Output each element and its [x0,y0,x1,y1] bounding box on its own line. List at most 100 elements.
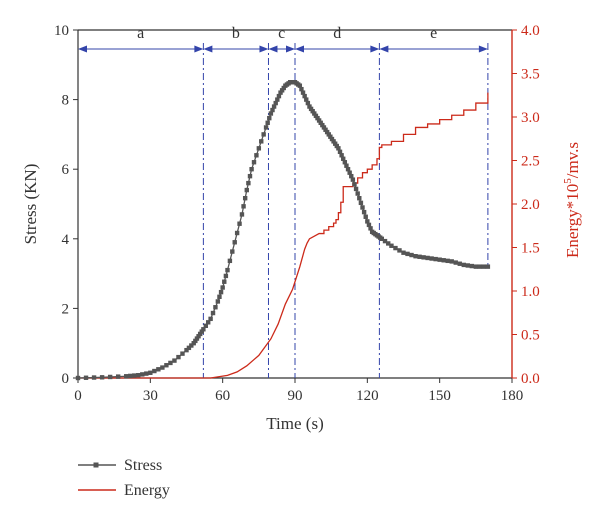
stress-marker [263,125,269,130]
stress-marker [329,136,335,142]
stress-marker [275,97,280,102]
stress-marker [300,90,306,95]
stress-marker [413,254,418,259]
stress-marker [265,120,270,125]
stress-marker [197,331,203,337]
stage-arrowhead-right [370,45,380,53]
stress-marker [299,86,304,92]
stress-marker [313,113,319,119]
stress-marker [302,93,307,99]
stress-marker [180,351,185,356]
stress-marker [191,341,196,346]
stress-marker [312,111,317,116]
y-right-tick-label: 1.0 [521,284,540,300]
stress-marker [310,109,315,114]
legend-stress-marker [93,462,99,468]
stress-marker [336,146,341,151]
stage-arrowhead-left [268,45,278,53]
stress-marker [425,255,430,261]
x-tick-label: 180 [501,388,524,404]
stress-marker [382,238,388,244]
stress-marker [164,363,169,368]
y-right-tick-label: 3.0 [521,110,540,126]
stress-marker [136,373,141,378]
y-left-tick-label: 4 [62,232,70,248]
stress-marker [304,97,309,102]
stress-marker [365,219,370,224]
stress-marker [249,167,254,172]
stress-marker [99,375,105,380]
stress-marker [276,93,282,99]
stage-arrowhead-right [478,45,488,53]
stress-marker [352,182,357,187]
stress-marker [332,141,338,146]
stress-marker [421,255,426,260]
y-axis-left-title: Stress (KN) [21,164,40,245]
stress-marker [363,214,368,219]
stress-marker [234,230,240,236]
stress-marker [210,310,216,316]
y-right-tick-label: 2.5 [521,154,540,170]
y-axis-right-title: Energy*105/mv.s [562,142,582,258]
data-series [75,80,491,381]
stress-marker [307,104,312,109]
stress-marker [334,143,339,149]
y-right-tick-label: 3.5 [521,67,540,83]
stress-marker [278,90,283,95]
stress-marker [326,132,331,137]
stress-markers [75,80,491,381]
legend-item-stress: Stress [78,457,162,474]
stage-arrowhead-left [295,45,304,53]
stress-marker [194,336,200,341]
stress-marker [176,354,181,360]
energy-series-line [78,92,489,379]
stress-marker [172,358,177,363]
stress-marker [321,125,327,130]
stress-marker [168,360,173,366]
stress-marker [350,177,356,182]
y-left-tick-label: 6 [62,162,70,178]
stress-marker [259,139,264,144]
stress-marker [247,173,253,179]
stress-marker [75,375,81,381]
stress-marker [469,263,475,269]
stage-label: e [430,25,437,42]
stress-marker [270,107,275,113]
stress-marker [267,115,272,121]
stress-marker [401,250,406,255]
stress-marker [355,191,360,196]
stage-arrowhead-right [259,45,269,53]
x-axis-title: Time (s) [266,414,323,433]
y-left-tick-label: 10 [54,23,69,39]
stress-marker [341,156,346,161]
legend-item-energy: Energy [78,482,170,499]
stress-marker [379,236,384,241]
stage-arrowhead-left [203,45,213,53]
stress-marker [193,338,198,344]
stress-marker [461,262,466,268]
stress-marker [297,83,303,88]
stress-marker [223,273,229,279]
stress-marker [345,167,351,172]
stress-series-line [77,81,488,379]
stress-marker [246,180,251,186]
stress-marker [308,106,314,112]
stress-marker [366,222,372,228]
y-left-tick-label: 8 [62,93,70,109]
stress-marker [208,316,213,322]
y-right-tick-label: 0.5 [521,328,540,344]
stress-marker [315,115,320,121]
stage-label: b [232,25,240,42]
stress-marker [160,365,165,370]
stress-marker [279,88,285,93]
stress-marker [186,345,192,351]
stress-marker [339,153,344,158]
stress-marker [409,252,414,258]
stage-label: a [137,25,144,42]
x-tick-label: 30 [143,388,158,404]
stress-marker [273,100,278,106]
y-right-tick-label: 4.0 [521,23,540,39]
stress-marker [477,264,483,269]
stress-marker [254,153,259,158]
stress-marker [320,122,325,128]
